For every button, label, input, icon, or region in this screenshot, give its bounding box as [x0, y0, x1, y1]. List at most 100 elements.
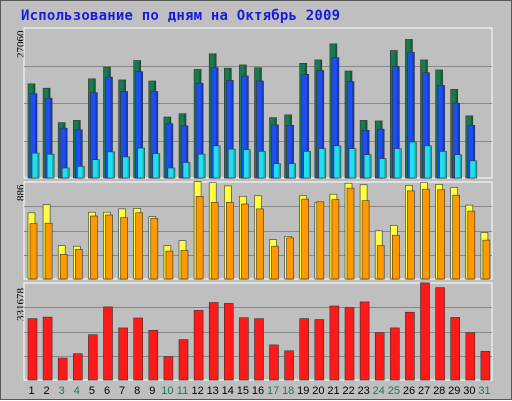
bar-panel3-s1-day28 — [435, 287, 445, 381]
bar-panel3-s1-day27 — [420, 282, 430, 381]
bar-panel2-s2-day22 — [346, 187, 355, 280]
bar-shade-panel1-s2-day21 — [336, 57, 339, 179]
bar-shade-panel1-s2-day20 — [321, 70, 324, 178]
x-tick-label-day6: 6 — [104, 385, 110, 397]
bar-panel3-s1-day18 — [284, 350, 294, 381]
bar-shade-panel1-s2-day26 — [412, 52, 415, 179]
bar-shade-panel1-s2-day10 — [170, 123, 173, 178]
x-tick-label-day22: 22 — [342, 385, 354, 397]
x-tick-label-day12: 12 — [191, 385, 203, 397]
bar-panel2-s2-day14 — [226, 202, 234, 280]
x-tick-label-day13: 13 — [207, 385, 219, 397]
bar-panel3-s1-day29 — [450, 317, 461, 381]
bar-panel3-s1-day1 — [27, 318, 38, 381]
bar-shade-panel1-s3-day5 — [97, 159, 100, 178]
x-tick-label-day1: 1 — [28, 385, 34, 397]
bar-shade-panel1-s2-day24 — [382, 129, 385, 178]
bar-shade-panel1-s2-day22 — [352, 81, 354, 178]
bar-shade-panel1-s2-day8 — [140, 71, 143, 178]
bar-shade-panel1-s3-day11 — [188, 162, 190, 178]
bar-panel3-s1-day15 — [239, 317, 249, 381]
bar-panel2-s2-day15 — [241, 203, 249, 280]
bar-shade-panel1-s2-day19 — [306, 74, 309, 178]
x-tick-label-day24: 24 — [373, 385, 385, 397]
x-tick-label-day7: 7 — [119, 385, 125, 397]
bar-panel3-s1-day31 — [480, 350, 491, 381]
bar-shade-panel1-s3-day22 — [354, 148, 356, 178]
bar-shade-panel1-s2-day2 — [50, 98, 53, 178]
bar-shade-panel1-s3-day24 — [384, 158, 387, 178]
bar-shade-panel1-s3-day13 — [218, 145, 221, 178]
bar-shade-panel1-s3-day12 — [203, 154, 206, 178]
x-tick-label-day4: 4 — [74, 385, 80, 397]
bar-shade-panel1-s2-day3 — [65, 128, 68, 178]
bar-shade-panel1-s2-day27 — [427, 72, 430, 178]
x-tick-label-day26: 26 — [403, 385, 415, 397]
bar-panel3-s1-day26 — [405, 311, 415, 381]
bar-panel3-s1-day19 — [299, 318, 310, 381]
bar-shade-panel1-s2-day29 — [457, 103, 460, 178]
bar-shade-panel1-s3-day7 — [127, 156, 130, 178]
bar-panel2-s2-day13 — [210, 202, 219, 280]
bar-shade-panel1-s2-day25 — [397, 66, 400, 178]
bar-shade-panel1-s2-day17 — [276, 124, 279, 178]
x-tick-label-day29: 29 — [448, 385, 460, 397]
bar-panel2-s2-day20 — [316, 201, 325, 280]
x-tick-label-day15: 15 — [237, 385, 249, 397]
bar-shade-panel1-s2-day9 — [155, 91, 158, 178]
bar-panel2-s2-day30 — [467, 210, 476, 280]
bar-shade-panel1-s2-day15 — [246, 76, 249, 178]
bar-panel2-s2-day31 — [482, 239, 491, 280]
bar-shade-panel1-s3-day27 — [429, 145, 432, 178]
x-tick-label-day31: 31 — [478, 385, 490, 397]
bar-panel3-s1-day5 — [88, 334, 98, 381]
bar-shade-panel1-s3-day25 — [399, 148, 402, 178]
bar-shade-panel1-s2-day13 — [216, 67, 219, 178]
bar-panel2-s2-day28 — [437, 189, 445, 280]
bar-panel2-s2-day18 — [286, 237, 294, 280]
bar-panel2-s2-day23 — [361, 200, 370, 280]
x-tick-label-day11: 11 — [177, 385, 188, 397]
bar-panel2-s2-day25 — [391, 234, 400, 280]
bar-panel2-s2-day5 — [90, 215, 98, 280]
x-tick-label-day27: 27 — [418, 385, 430, 397]
bar-shade-panel1-s3-day10 — [172, 168, 175, 178]
bar-shade-panel1-s3-day3 — [67, 168, 70, 178]
bar-shade-panel1-s2-day11 — [186, 125, 188, 178]
bar-shade-panel1-s3-day17 — [278, 163, 281, 178]
bar-panel2-s2-day4 — [75, 249, 83, 280]
bar-panel2-s2-day6 — [105, 214, 113, 280]
bar-shade-panel1-s2-day4 — [80, 129, 83, 178]
bar-panel3-s1-day25 — [389, 327, 400, 381]
bar-panel2-s2-day11 — [180, 250, 189, 280]
bar-shade-panel1-s2-day28 — [442, 85, 445, 178]
bar-shade-panel1-s3-day2 — [52, 154, 55, 178]
bar-panel3-s1-day3 — [57, 357, 68, 381]
x-tick-label-day25: 25 — [388, 385, 400, 397]
bar-panel3-s1-day24 — [374, 332, 385, 381]
bar-panel3-s1-day12 — [193, 310, 204, 381]
x-tick-label-day14: 14 — [222, 385, 234, 397]
bar-shade-panel1-s3-day23 — [369, 154, 372, 178]
bar-shade-panel1-s3-day1 — [37, 153, 39, 178]
bar-panel3-s1-day22 — [344, 307, 355, 381]
bar-panel2-s2-day12 — [195, 196, 204, 280]
bar-panel3-s1-day10 — [163, 356, 174, 381]
bar-panel3-s1-day14 — [224, 303, 234, 381]
bar-panel3-s1-day13 — [208, 302, 219, 381]
bar-shade-panel1-s2-day1 — [35, 93, 37, 178]
x-tick-label-day17: 17 — [267, 385, 279, 397]
x-tick-label-day3: 3 — [59, 385, 65, 397]
bar-shade-panel1-s3-day20 — [323, 148, 326, 178]
bar-panel3-s1-day20 — [314, 319, 325, 381]
bar-panel2-s2-day10 — [165, 250, 174, 280]
bar-panel2-s2-day19 — [301, 198, 310, 280]
bar-shade-panel1-s3-day21 — [338, 145, 341, 178]
bar-panel2-s2-day7 — [120, 217, 128, 280]
x-tick-label-day30: 30 — [463, 385, 475, 397]
bar-panel2-s2-day16 — [256, 208, 264, 280]
x-tick-label-day16: 16 — [252, 385, 264, 397]
bar-shade-panel1-s3-day16 — [263, 151, 266, 178]
x-tick-label-day10: 10 — [161, 385, 173, 397]
